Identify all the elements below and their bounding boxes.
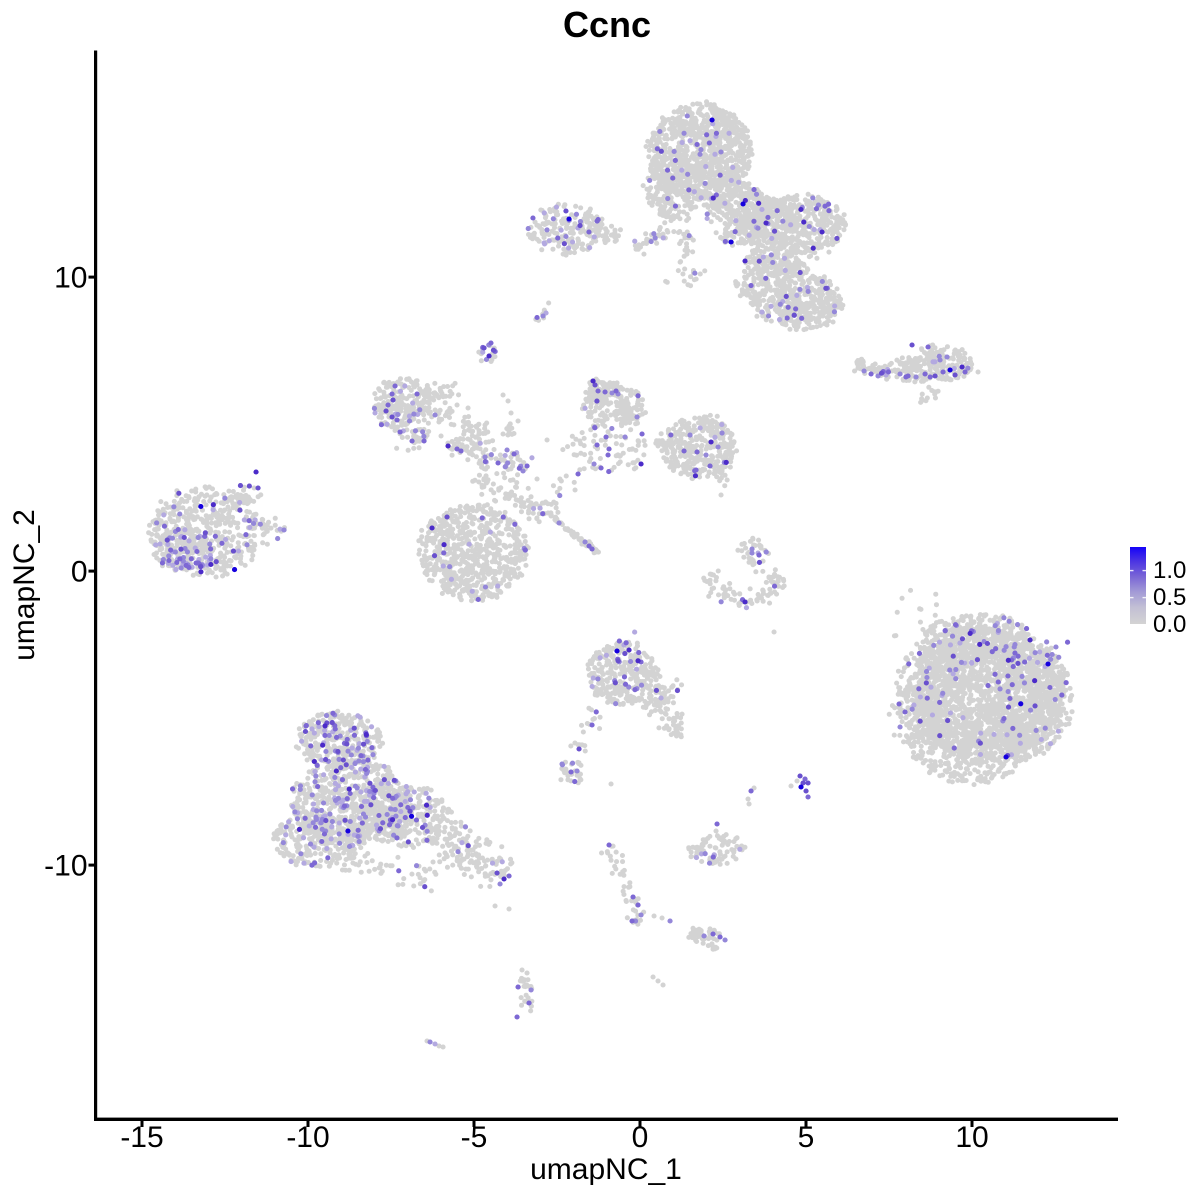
- svg-text:Ccnc: Ccnc: [563, 4, 651, 45]
- svg-text:umapNC_2: umapNC_2: [8, 509, 41, 661]
- svg-text:1.0: 1.0: [1153, 557, 1186, 584]
- svg-text:umapNC_1: umapNC_1: [530, 1153, 682, 1186]
- svg-text:-10: -10: [286, 1121, 329, 1154]
- svg-text:5: 5: [798, 1121, 815, 1154]
- svg-text:0: 0: [71, 556, 88, 589]
- svg-text:10: 10: [955, 1121, 988, 1154]
- svg-text:-15: -15: [120, 1121, 163, 1154]
- svg-text:-10: -10: [44, 850, 87, 883]
- svg-text:0.0: 0.0: [1153, 611, 1186, 638]
- svg-text:-5: -5: [461, 1121, 488, 1154]
- svg-text:0: 0: [632, 1121, 649, 1154]
- svg-text:10: 10: [54, 262, 87, 295]
- svg-text:0.5: 0.5: [1153, 584, 1186, 611]
